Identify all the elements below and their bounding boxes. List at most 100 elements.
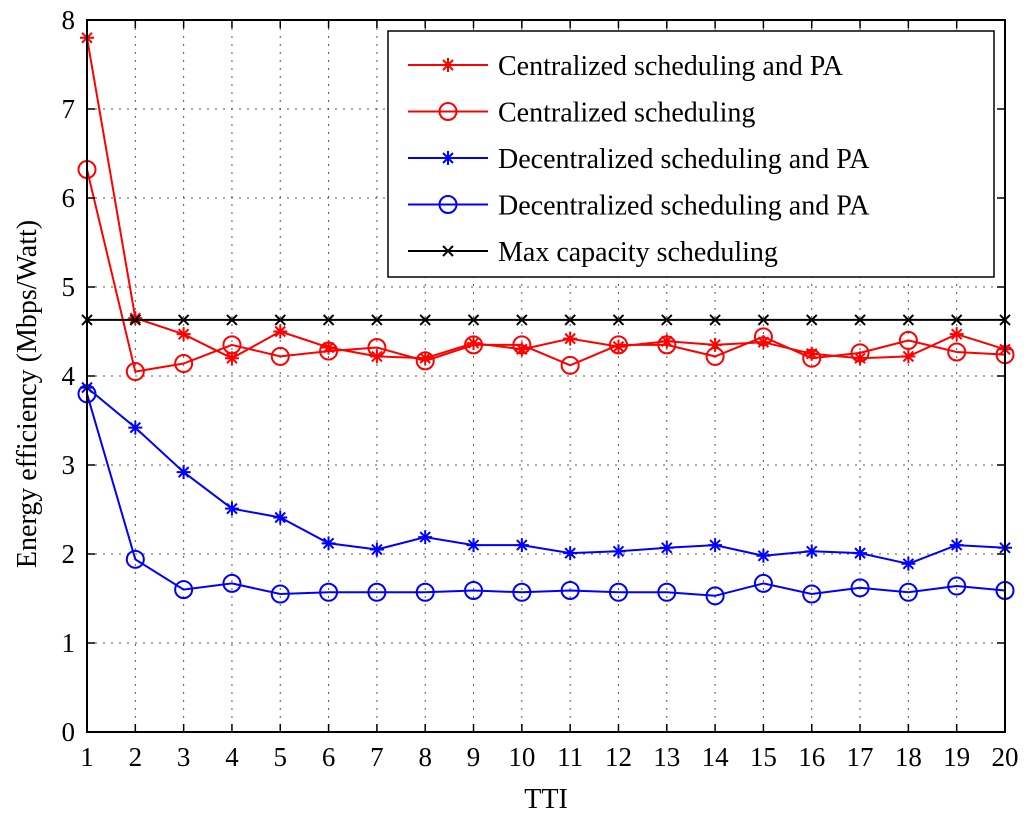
cross-marker <box>226 314 238 326</box>
legend-label: Max capacity scheduling <box>498 237 778 268</box>
cross-marker <box>442 245 454 257</box>
tick-marks <box>86 19 1006 733</box>
cross-marker <box>129 314 142 326</box>
x-tick-label: 4 <box>225 742 239 772</box>
x-axis-label: TTI <box>524 784 568 815</box>
cross-marker <box>322 314 335 326</box>
star-marker <box>563 546 578 561</box>
star-marker <box>949 327 964 342</box>
x-tick-label: 20 <box>992 742 1019 772</box>
cross-marker <box>757 314 770 326</box>
star-marker <box>418 530 433 545</box>
star-marker <box>901 349 916 364</box>
cross-marker <box>902 314 915 326</box>
circle-marker <box>512 582 532 602</box>
x-tick-label: 7 <box>370 742 384 772</box>
star-marker <box>176 465 191 480</box>
x-tick-label: 8 <box>418 742 432 772</box>
star-marker <box>853 546 868 561</box>
circle-marker <box>705 586 725 606</box>
star-marker <box>273 324 288 339</box>
star-marker <box>321 536 336 551</box>
y-tick-label: 4 <box>62 361 76 391</box>
x-tick-label: 19 <box>943 742 970 772</box>
circle-marker <box>898 582 918 602</box>
circle-marker <box>415 582 435 602</box>
legend-entry-5: Max capacity scheduling <box>408 237 778 268</box>
cross-marker <box>612 314 625 326</box>
y-tick-label: 5 <box>62 272 76 302</box>
cross-marker <box>854 314 866 326</box>
circle-marker <box>850 578 870 598</box>
star-marker <box>514 342 529 357</box>
circle-marker <box>512 335 532 355</box>
star-marker <box>949 538 964 553</box>
circle-marker <box>464 580 484 600</box>
x-tick-label: 5 <box>274 742 288 772</box>
x-tick-label: 9 <box>467 742 481 772</box>
star-marker <box>901 556 916 571</box>
cross-marker <box>709 314 721 326</box>
cross-marker <box>467 314 480 326</box>
x-tick-label: 18 <box>895 742 922 772</box>
circle-marker <box>753 327 773 347</box>
y-tick-label: 7 <box>62 94 76 124</box>
circle-marker <box>415 351 435 371</box>
cross-marker <box>564 314 576 326</box>
circle-marker <box>657 335 677 355</box>
legend-label: Centralized scheduling <box>498 98 755 129</box>
cross-marker <box>274 314 286 326</box>
cross-marker <box>177 314 190 326</box>
x-tick-label: 2 <box>129 742 143 772</box>
star-marker <box>273 510 288 525</box>
star-marker <box>659 334 674 349</box>
circle-marker <box>802 348 822 368</box>
star-marker <box>853 351 868 366</box>
star-marker <box>418 351 433 366</box>
x-tick-labels: 1 2 3 4 5 6 7 8 9 10 11 12 13 14 15 16 17 18 19 20 <box>80 742 1018 772</box>
star-marker <box>224 351 239 366</box>
legend-entry-3: Decentralized scheduling and PA <box>408 144 870 175</box>
series-5 <box>81 314 1011 326</box>
circle-marker <box>947 576 967 596</box>
legend: Centralized scheduling and PA Centralized… <box>387 30 995 278</box>
y-tick-label: 3 <box>62 450 76 480</box>
x-tick-label: 15 <box>750 742 777 772</box>
star-marker <box>514 538 529 553</box>
star-marker <box>128 420 143 435</box>
x-tick-label: 6 <box>322 742 336 772</box>
cross-marker <box>661 314 673 326</box>
circle-marker <box>947 342 967 362</box>
x-tick-label: 13 <box>653 742 680 772</box>
circle-marker <box>319 582 339 602</box>
star-marker <box>369 542 384 557</box>
cross-marker <box>516 314 528 326</box>
star-marker <box>708 337 723 352</box>
circle-marker <box>560 355 580 375</box>
cross-marker <box>419 314 431 326</box>
circle-marker <box>850 343 870 363</box>
legend-label: Decentralized scheduling and PA <box>498 191 870 222</box>
cross-marker <box>371 314 383 326</box>
star-marker <box>563 331 578 346</box>
y-tick-label: 6 <box>62 183 76 213</box>
x-tick-label: 12 <box>605 742 632 772</box>
circle-marker <box>174 354 194 374</box>
star-marker <box>708 538 723 553</box>
series-line <box>86 386 1006 565</box>
star-marker <box>804 346 819 361</box>
circle-marker <box>898 330 918 350</box>
star-marker <box>804 544 819 559</box>
star-marker <box>441 58 455 72</box>
x-tick-label: 17 <box>847 742 874 772</box>
x-tick-label: 14 <box>702 742 730 772</box>
circle-marker <box>125 362 145 382</box>
x-tick-label: 10 <box>508 742 535 772</box>
circle-marker <box>753 573 773 593</box>
star-marker <box>611 339 626 354</box>
circle-marker <box>608 335 628 355</box>
circle-marker <box>438 102 458 121</box>
circle-marker <box>367 582 387 602</box>
circle-marker <box>222 335 242 355</box>
